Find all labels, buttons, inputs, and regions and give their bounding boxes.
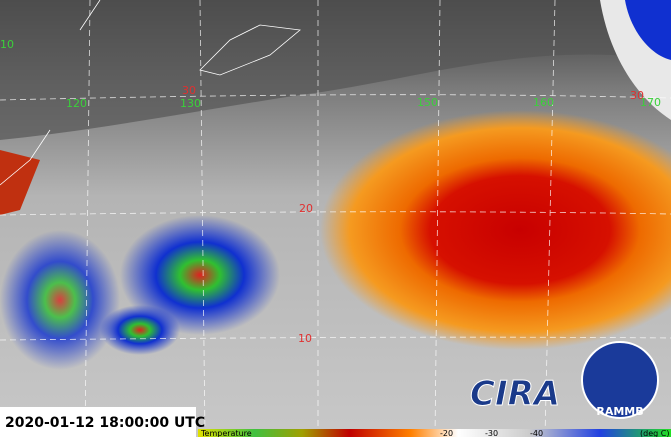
lon-label: 160	[533, 96, 554, 109]
storm	[100, 305, 180, 355]
lat-label: 30	[630, 89, 644, 102]
logo-text: RAMMB	[596, 405, 643, 418]
storm	[120, 215, 280, 335]
lat-label: 10	[0, 38, 14, 51]
colorbar-title: Temperature	[200, 429, 252, 437]
storm	[0, 230, 120, 370]
warm-patch	[0, 150, 40, 215]
coastline	[0, 0, 301, 186]
lat-label: 10	[298, 332, 312, 345]
colorbar-label: -30	[485, 429, 498, 437]
cold-cloud-top	[625, 0, 671, 60]
rammb-logo: RAMMB	[581, 341, 659, 419]
warm-region	[320, 110, 671, 350]
cira-logo: CIRA	[470, 374, 561, 415]
timestamp: 2020-01-12 18:00:00 UTC	[5, 415, 205, 431]
lat-label: 20	[299, 202, 313, 215]
colorbar-label: -20	[440, 429, 453, 437]
timestamp-box	[0, 407, 196, 437]
colorbar-label: -40	[530, 429, 543, 437]
lon-label: 130	[180, 97, 201, 110]
lon-label: 120	[66, 97, 87, 110]
lat-label: 30	[182, 84, 196, 97]
colorbar	[198, 429, 671, 437]
logo-circle	[581, 341, 659, 419]
colorbar-label: (deg C)	[640, 429, 669, 437]
lon-label: 150	[417, 96, 438, 109]
lon-label: 170	[640, 96, 661, 109]
dark-band	[0, 0, 671, 140]
logo-text: CIRA	[470, 374, 560, 414]
